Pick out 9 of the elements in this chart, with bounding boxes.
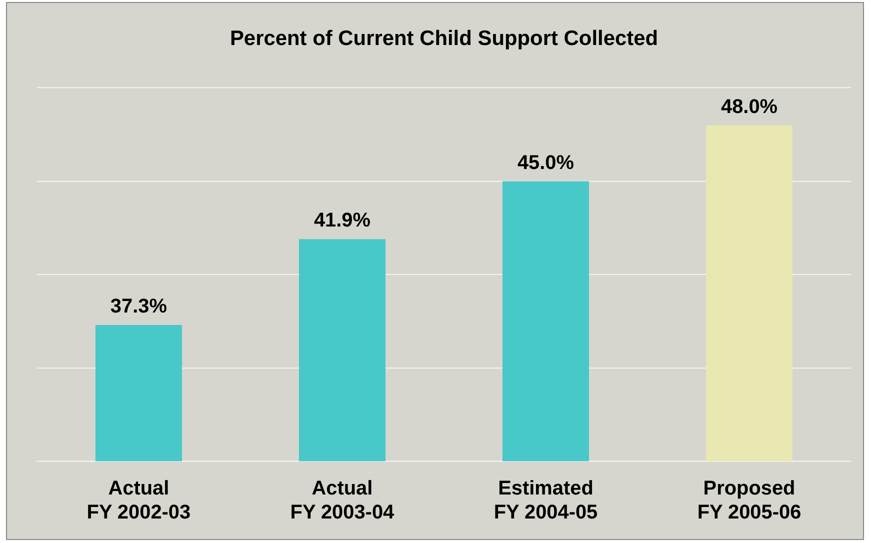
x-tick-label: Actual FY 2003-04 [290, 478, 394, 524]
x-tick-label: Estimated FY 2004-05 [494, 478, 598, 524]
chart-title: Percent of Current Child Support Collected [230, 27, 658, 50]
data-label: 37.3% [110, 296, 168, 318]
data-label: 41.9% [314, 210, 371, 232]
data-label: 48.0% [720, 96, 778, 118]
x-tick-label: Actual FY 2002-03 [86, 478, 191, 524]
data-label: 45.0% [517, 152, 574, 174]
x-tick-label: Proposed FY 2005-06 [697, 478, 802, 524]
